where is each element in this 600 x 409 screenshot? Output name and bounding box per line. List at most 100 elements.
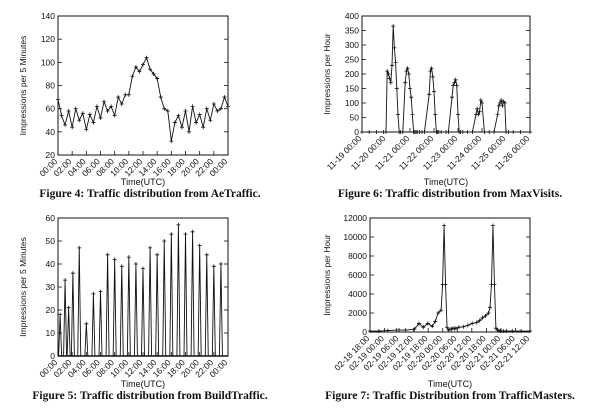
y-tick-label: 40 [46, 259, 56, 269]
data-point [433, 319, 438, 324]
data-point [112, 257, 117, 262]
data-point [492, 130, 496, 134]
data-point [409, 95, 414, 100]
figure-4-caption: Figure 4: Traffic distribution from AeTr… [39, 188, 261, 200]
x-axis-label: Time(UTC) [121, 379, 165, 389]
data-point [502, 101, 507, 105]
data-point [396, 112, 400, 117]
data-point [77, 245, 82, 250]
data-point [211, 264, 216, 269]
data-point [510, 329, 515, 334]
data-spike [66, 307, 71, 357]
data-point [148, 67, 153, 72]
data-point [211, 102, 216, 107]
data-point [169, 139, 174, 144]
data-point [528, 329, 532, 334]
data-spike [77, 247, 82, 357]
data-point [427, 92, 432, 97]
data-point [425, 321, 430, 326]
data-point [519, 329, 524, 334]
data-point [116, 95, 121, 100]
data-point [445, 325, 450, 330]
plot-frame [369, 217, 531, 333]
series-line [370, 225, 530, 332]
data-point [404, 69, 409, 74]
data-point [84, 321, 89, 326]
data-spike [58, 314, 63, 357]
y-axis-label: Impressions per Hour [322, 234, 332, 315]
data-point [416, 321, 421, 326]
y-tick-label: 30 [46, 282, 56, 292]
data-spike [204, 254, 209, 357]
data-point [162, 239, 167, 243]
data-spike [126, 257, 131, 357]
data-point [430, 74, 435, 79]
data-point [197, 243, 202, 248]
data-spike [218, 263, 223, 357]
plot-frame [57, 15, 229, 156]
data-point [403, 328, 408, 333]
data-spike [98, 291, 103, 357]
data-point [387, 76, 392, 81]
data-point [176, 113, 181, 118]
data-point [403, 80, 408, 85]
data-point [486, 311, 491, 315]
series-line [362, 26, 530, 133]
data-point [201, 125, 206, 130]
data-point [498, 101, 502, 105]
y-tick-label: 50 [350, 113, 360, 123]
data-point [183, 108, 188, 113]
data-point [77, 118, 82, 123]
y-tick-label: 0 [354, 127, 359, 137]
data-point [450, 95, 454, 100]
data-point [393, 60, 398, 65]
data-point [190, 104, 195, 109]
data-point [394, 86, 399, 91]
data-point [392, 45, 397, 50]
data-point [126, 255, 131, 260]
data-point [179, 125, 184, 130]
data-spike [176, 224, 181, 357]
data-point [197, 112, 202, 117]
data-point [204, 252, 209, 257]
data-point [456, 325, 461, 330]
data-point [148, 245, 153, 250]
figure-5-chart: 010203040506000:0002:0004:0006:0008:0010… [18, 213, 230, 389]
data-point [400, 130, 405, 134]
y-axis-label: Impressions per 5 Minutes [18, 36, 28, 136]
data-point [204, 106, 209, 111]
y-tick-label: 2000 [348, 308, 367, 318]
data-point [478, 98, 483, 103]
data-point [84, 127, 89, 132]
data-point [430, 324, 435, 329]
y-axis-label: Impressions per Hour [322, 33, 332, 114]
data-point [374, 130, 379, 134]
y-tick-label: 60 [46, 104, 56, 114]
data-point [518, 130, 523, 134]
data-point [70, 125, 75, 130]
data-point [421, 325, 426, 330]
x-axis-label: Time(UTC) [424, 177, 468, 187]
data-point [155, 76, 160, 81]
data-point [460, 130, 465, 134]
data-point [490, 223, 495, 228]
data-point [222, 95, 227, 100]
data-point [429, 66, 434, 71]
data-spike [155, 254, 160, 357]
data-point [144, 55, 149, 60]
y-tick-label: 350 [345, 26, 359, 36]
figure-5-caption: Figure 5: Traffic distribution from Buil… [32, 390, 268, 402]
data-spike [169, 234, 174, 357]
data-point [405, 66, 410, 71]
data-point [475, 106, 480, 111]
data-point [73, 106, 78, 111]
data-point [98, 115, 103, 120]
data-point [368, 329, 372, 334]
data-point [226, 104, 230, 109]
data-point [91, 120, 96, 125]
data-point [492, 282, 497, 287]
data-point [385, 69, 390, 74]
y-tick-label: 0 [362, 327, 367, 337]
